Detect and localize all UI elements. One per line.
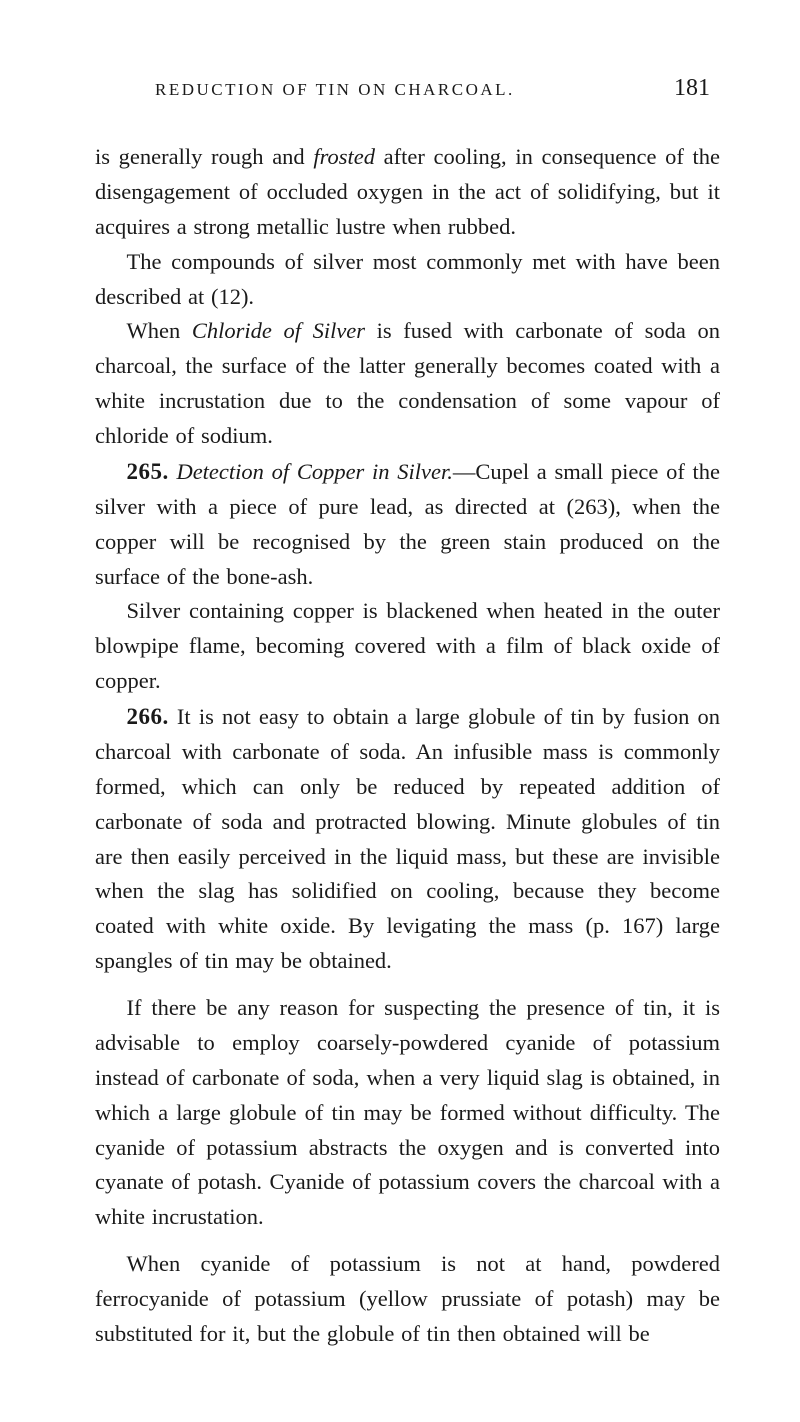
section-title: Detection of Copper in Silver. <box>169 459 453 484</box>
book-page: REDUCTION OF TIN ON CHARCOAL. 181 is gen… <box>0 0 800 1422</box>
paragraph-8: When cyanide of potassium is not at hand… <box>95 1247 720 1352</box>
text-run: It is not easy to obtain a large globule… <box>95 704 720 973</box>
page-header: REDUCTION OF TIN ON CHARCOAL. 181 <box>95 75 720 102</box>
text-run: is generally rough and <box>95 144 313 169</box>
running-title: REDUCTION OF TIN ON CHARCOAL. <box>155 80 515 100</box>
paragraph-3: When Chloride of Silver is fused with ca… <box>95 314 720 454</box>
paragraph-5: Silver containing copper is blackened wh… <box>95 594 720 699</box>
section-number: 265. <box>127 459 169 484</box>
paragraph-1: is generally rough and frosted after coo… <box>95 140 720 245</box>
page-body: is generally rough and frosted after coo… <box>95 140 720 1352</box>
text-run: If there be any reason for suspecting th… <box>95 995 720 1229</box>
paragraph-7: If there be any reason for suspecting th… <box>95 991 720 1235</box>
section-number: 266. <box>127 704 169 729</box>
page-number: 181 <box>674 75 710 102</box>
italic-text: Chloride of Silver <box>192 318 365 343</box>
text-run: When cyanide of potassium is not at hand… <box>95 1251 720 1346</box>
text-run: When <box>127 318 192 343</box>
paragraph-6: 266. It is not easy to obtain a large gl… <box>95 699 720 979</box>
italic-text: frosted <box>313 144 375 169</box>
paragraph-4: 265. Detection of Copper in Silver.—Cupe… <box>95 454 720 595</box>
text-run: Silver containing copper is blackened wh… <box>95 598 720 693</box>
text-run: The compounds of silver most commonly me… <box>95 249 720 309</box>
paragraph-2: The compounds of silver most commonly me… <box>95 245 720 315</box>
